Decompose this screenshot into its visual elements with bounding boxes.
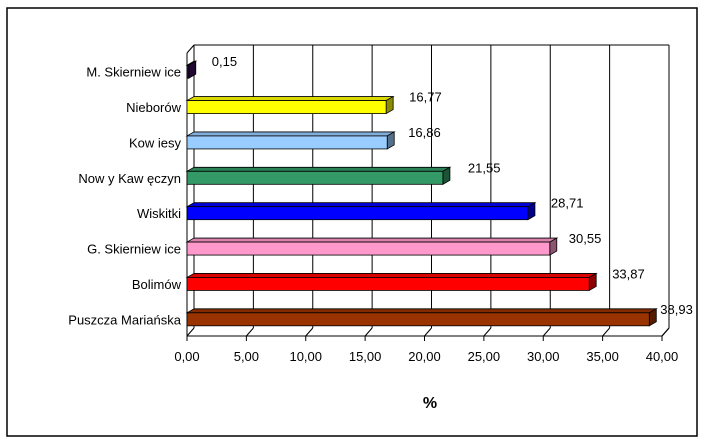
bar-3 xyxy=(186,170,444,185)
category-label-2: Kow iesy xyxy=(129,135,182,150)
axis-layer: 0,00 5,00 10,00 15,00 20,00 25,00 30,00 35,00 40… xyxy=(174,327,679,364)
value-label-4: 28,71 xyxy=(551,196,584,211)
value-label-1: 16,77 xyxy=(409,90,442,105)
x-tick-label-4: 20,00 xyxy=(408,349,441,364)
gridline-floor-3 xyxy=(364,327,373,337)
value-label-6: 33,87 xyxy=(612,266,645,281)
category-label-6: Bolimów xyxy=(132,277,182,292)
gridline-floor-6 xyxy=(542,327,551,337)
x-tick-label-7: 35,00 xyxy=(586,349,619,364)
side-wall-top xyxy=(186,44,195,54)
x-tick-label-3: 15,00 xyxy=(349,349,382,364)
x-tick-label-2: 10,00 xyxy=(289,349,322,364)
bar-0 xyxy=(186,64,190,79)
x-tick-label-1: 5,00 xyxy=(234,349,259,364)
bar-5 xyxy=(186,241,551,256)
x-tick-label-8: 40,00 xyxy=(646,349,679,364)
bar-6 xyxy=(186,277,590,291)
bar-top-7 xyxy=(185,308,658,314)
x-tick-label-6: 30,00 xyxy=(527,349,560,364)
bar-top-1 xyxy=(185,96,395,101)
value-label-7: 38,93 xyxy=(660,302,693,317)
labels-layer: M. Skierniew ice 0,15 Nieborów 16,77 Kow ies… xyxy=(68,54,693,327)
x-axis-title: % xyxy=(423,395,437,412)
gridline-floor-0 xyxy=(186,327,195,337)
x-tick-label-5: 25,00 xyxy=(468,349,501,364)
value-label-3: 21,55 xyxy=(468,160,501,175)
category-label-4: Wiskitki xyxy=(137,206,181,221)
category-label-7: Puszcza Mariańska xyxy=(68,312,181,327)
chart-frame xyxy=(6,7,698,437)
category-label-3: Now y Kaw ęczyn xyxy=(78,171,181,186)
bar-1 xyxy=(186,100,387,114)
bars-layer xyxy=(185,60,658,327)
bar-top-6 xyxy=(185,273,598,278)
gridline-floor-4 xyxy=(424,327,432,337)
bar-7 xyxy=(186,312,650,327)
bar-2 xyxy=(186,135,388,150)
value-label-0: 0,15 xyxy=(212,54,237,69)
value-label-5: 30,55 xyxy=(569,231,602,246)
bar-top-5 xyxy=(185,237,559,243)
bar-4 xyxy=(186,206,529,221)
gridline-floor-2 xyxy=(305,327,314,337)
category-label-0: M. Skierniew ice xyxy=(86,65,181,80)
category-label-1: Nieborów xyxy=(126,100,182,115)
gridline-floor-7 xyxy=(602,327,611,337)
value-label-2: 16,86 xyxy=(408,125,441,140)
bar-top-2 xyxy=(185,131,396,137)
gridline-floor-5 xyxy=(483,327,492,337)
bar-top-3 xyxy=(185,166,452,172)
category-label-5: G. Skierniew ice xyxy=(87,242,181,257)
x-tick-label-0: 0,00 xyxy=(174,349,199,364)
floor-right-edge xyxy=(661,327,670,337)
gridline-floor-1 xyxy=(245,327,254,337)
bar-top-4 xyxy=(185,202,537,208)
